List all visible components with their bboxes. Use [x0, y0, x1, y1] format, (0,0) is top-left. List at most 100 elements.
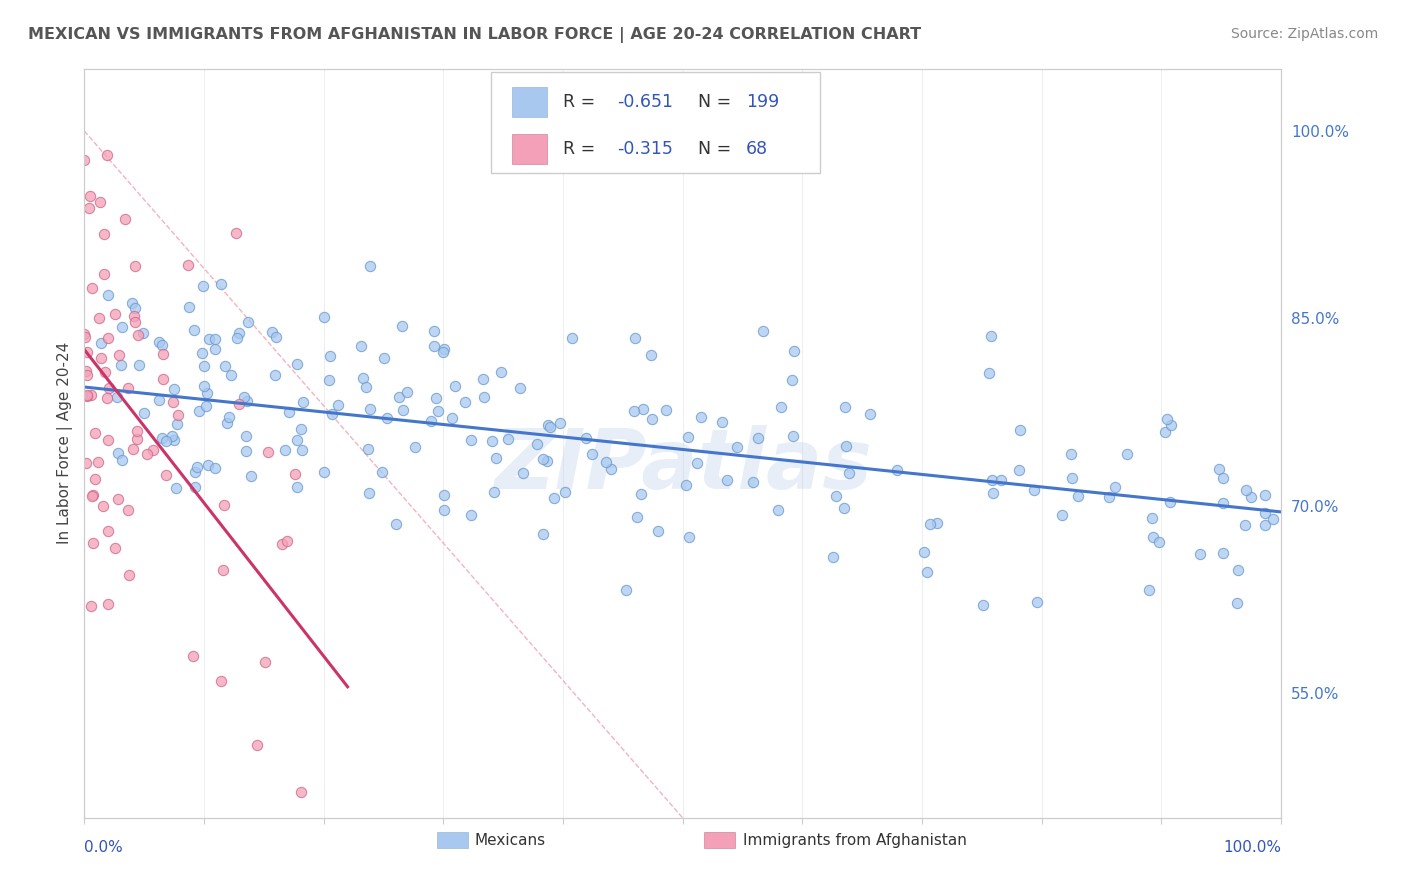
Point [96, 147, 118, 161]
Point [1254, 506, 1277, 520]
Point [209, 277, 232, 291]
Point [183, 465, 205, 479]
Point [160, 429, 183, 443]
Point [82, 281, 104, 295]
Point [489, 365, 512, 379]
Point [1142, 510, 1164, 524]
Point [980, 473, 1002, 487]
Point [73, 153, 96, 168]
Point [195, 399, 218, 413]
Point [835, 439, 858, 453]
Point [977, 366, 1000, 380]
Point [747, 431, 769, 445]
Point [236, 393, 259, 408]
Text: 68: 68 [747, 140, 768, 158]
Point [290, 785, 312, 799]
Point [375, 410, 398, 425]
Point [152, 347, 174, 361]
Point [352, 370, 374, 384]
FancyBboxPatch shape [512, 87, 547, 117]
Point [859, 407, 882, 421]
Point [373, 351, 395, 365]
Point [391, 319, 413, 334]
Point [915, 565, 938, 579]
Point [162, 433, 184, 447]
Text: MEXICAN VS IMMIGRANTS FROM AFGHANISTAN IN LABOR FORCE | AGE 20-24 CORRELATION CH: MEXICAN VS IMMIGRANTS FROM AFGHANISTAN I… [28, 27, 921, 43]
Point [496, 432, 519, 446]
Point [766, 502, 789, 516]
Point [188, 404, 211, 418]
Point [422, 324, 444, 338]
Point [290, 422, 312, 436]
Point [1060, 447, 1083, 461]
Point [460, 508, 482, 522]
Point [1240, 490, 1263, 504]
Point [163, 382, 186, 396]
Point [990, 473, 1012, 487]
Point [441, 411, 464, 425]
Text: 199: 199 [747, 94, 779, 112]
Point [554, 484, 576, 499]
Point [96, 392, 118, 406]
Point [76, 368, 98, 382]
Point [623, 404, 645, 418]
Point [561, 331, 583, 345]
Point [198, 332, 221, 346]
Point [176, 258, 198, 272]
Point [256, 445, 278, 459]
Point [97, 597, 120, 611]
Point [471, 372, 494, 386]
Point [285, 434, 308, 448]
Point [371, 465, 394, 479]
Point [425, 391, 447, 405]
Point [1025, 594, 1047, 608]
Point [264, 330, 287, 344]
Point [236, 315, 259, 329]
Point [128, 358, 150, 372]
Point [1261, 512, 1284, 526]
Point [710, 415, 733, 429]
Point [1116, 447, 1139, 461]
Text: 100.0%: 100.0% [1223, 840, 1281, 855]
Point [834, 401, 856, 415]
Point [686, 456, 709, 470]
Point [1226, 563, 1249, 577]
Point [148, 392, 170, 407]
Point [423, 339, 446, 353]
Point [1156, 411, 1178, 425]
Point [97, 524, 120, 538]
Point [350, 339, 373, 353]
Point [782, 343, 804, 358]
Point [204, 343, 226, 357]
Point [225, 226, 247, 240]
Point [980, 329, 1002, 343]
Point [1137, 582, 1160, 597]
Point [107, 348, 129, 362]
Point [543, 491, 565, 506]
Point [443, 379, 465, 393]
Point [678, 530, 700, 544]
Text: Mexicans: Mexicans [475, 833, 546, 847]
Point [624, 331, 647, 345]
Point [385, 516, 408, 531]
Point [121, 442, 143, 456]
Point [235, 428, 257, 442]
Point [886, 463, 908, 477]
Point [219, 368, 242, 383]
Point [972, 598, 994, 612]
Point [314, 465, 336, 479]
Point [454, 395, 477, 409]
Point [328, 398, 350, 412]
Point [359, 401, 381, 416]
Y-axis label: In Labor Force | Age 20-24: In Labor Force | Age 20-24 [58, 343, 73, 544]
Point [114, 211, 136, 226]
Point [76, 389, 98, 403]
Point [725, 440, 748, 454]
Point [689, 410, 711, 425]
Point [1008, 423, 1031, 437]
Point [432, 503, 454, 517]
Text: N =: N = [699, 94, 731, 112]
Point [533, 526, 555, 541]
Point [1098, 490, 1121, 504]
Point [912, 545, 935, 559]
